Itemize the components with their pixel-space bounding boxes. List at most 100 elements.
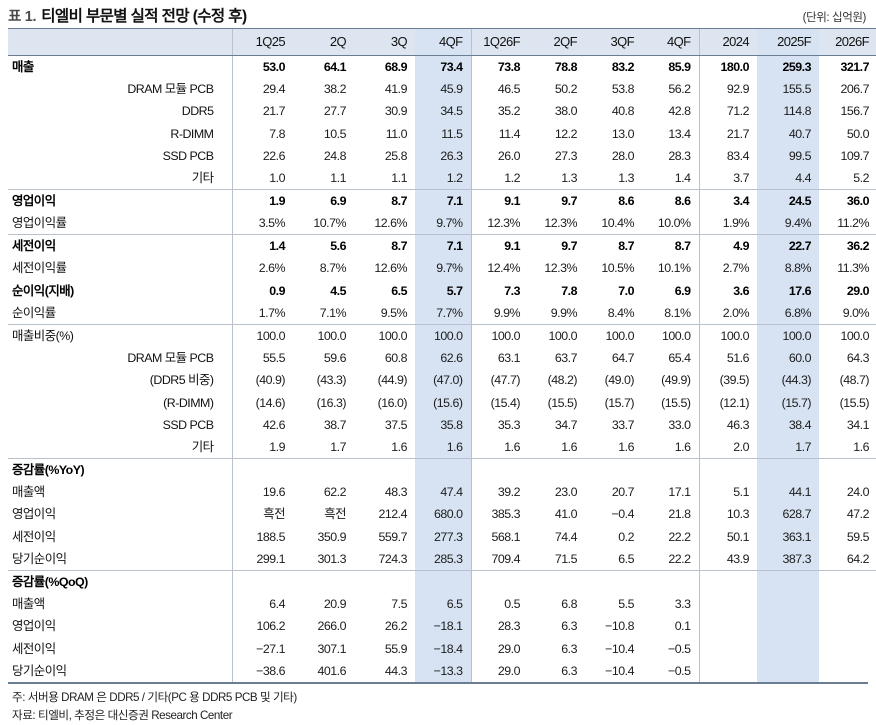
table-cell xyxy=(819,570,876,593)
table-cell: 628.7 xyxy=(757,503,819,526)
financial-table: 1Q25 2Q 3Q 4QF 1Q26F 2QF 3QF 4QF 2024 2025F 2026F … xyxy=(8,28,876,683)
table-cell: 6.9 xyxy=(674,283,691,298)
table-cell: 5.2 xyxy=(819,167,876,191)
table-cell: 2.0 xyxy=(698,435,757,459)
table-cell xyxy=(698,637,757,660)
table-cell: (14.6) xyxy=(231,391,293,414)
table-cell: 6.5 xyxy=(585,547,642,571)
table-cell: 9.0% xyxy=(819,301,876,325)
table-cell: 321.7 xyxy=(840,60,869,74)
table-cell: 1.6 xyxy=(470,435,528,459)
table-cell: 350.9 xyxy=(317,529,346,544)
row-label: DRAM 모듈 PCB xyxy=(127,82,214,97)
table-cell: 10.4% xyxy=(585,212,642,236)
table-cell: 100.0 xyxy=(661,328,691,343)
table-cell: 206.7 xyxy=(840,82,869,97)
table-cell: −0.5 xyxy=(668,663,691,678)
table-cell: 8.7 xyxy=(391,239,407,254)
table-cell: 6.5 xyxy=(391,283,407,298)
table-cell: 11.5 xyxy=(415,122,471,145)
table-cell: 33.0 xyxy=(668,417,691,432)
table-cell: (49.9) xyxy=(661,373,691,388)
row-label: R-DIMM xyxy=(170,126,214,141)
table-cell: 9.1 xyxy=(470,189,528,213)
table-cell: 7.1% xyxy=(293,301,354,325)
table-cell: 59.6 xyxy=(323,350,347,365)
table-cell: 40.8 xyxy=(611,104,635,119)
table-cell: 64.7 xyxy=(611,350,635,365)
table-cell: 38.0 xyxy=(554,104,578,119)
table-cell xyxy=(819,637,876,659)
table-cell: 1.6 xyxy=(354,435,415,459)
table-cell: 8.7 xyxy=(618,239,634,254)
row-label: 세전이익 xyxy=(12,529,56,544)
table-cell: 155.5 xyxy=(757,78,819,101)
table-row: 매출액 6.4 20.9 7.5 6.5 0.5 6.8 5.5 3.3 xyxy=(8,592,876,616)
table-cell xyxy=(819,593,876,615)
table-cell: 34.7 xyxy=(554,417,578,432)
table-cell: 53.8 xyxy=(611,82,635,97)
table-row: 순이익(지배) 0.9 4.5 6.5 5.7 7.3 7.8 7.0 6.9 3.6 17.6 29… xyxy=(8,279,876,302)
table-cell: 4.9 xyxy=(698,234,757,258)
table-cell: 33.7 xyxy=(611,417,635,432)
table-row: 세전이익 −27.1 307.1 55.9 −18.4 29.0 6.3 −10.4 −0.5 xyxy=(8,637,876,660)
table-cell: 7.5 xyxy=(391,597,407,611)
table-cell: 680.0 xyxy=(415,503,471,526)
table-cell: 6.8 xyxy=(561,597,577,611)
table-cell: 3.4 xyxy=(698,189,757,213)
row-label: 영업이익 xyxy=(12,507,56,522)
table-cell: 11.2% xyxy=(819,212,876,236)
table-cell xyxy=(354,458,415,481)
table-cell: 8.7% xyxy=(319,261,347,276)
table-cell: (15.5) xyxy=(547,395,578,410)
row-label: 세전이익률 xyxy=(12,261,67,276)
row-label: 당기순이익 xyxy=(8,547,232,571)
table-cell xyxy=(231,458,293,481)
table-cell: 10.3 xyxy=(698,503,757,526)
table-row: 영업이익 흑전 흑전 212.4 680.0 385.3 41.0 −0.4 21.8 10.3 6… xyxy=(8,503,876,526)
header-cell-1Q26F: 1Q26F xyxy=(470,28,528,56)
table-cell: 9.9% xyxy=(470,301,528,325)
table-cell: 6.3 xyxy=(561,641,577,656)
table-cell: 7.7% xyxy=(415,301,471,325)
table-cell: 38.7 xyxy=(323,417,347,432)
source-line: 자료: 티엘비, 추정은 대신증권 Research Center xyxy=(12,708,233,722)
table-row: 세전이익 188.5 350.9 559.7 277.3 568.1 74.4 0.2 22.2… xyxy=(8,525,876,548)
table-cell xyxy=(698,570,757,593)
table-cell: 28.3 xyxy=(470,615,528,638)
table-cell: 568.1 xyxy=(470,525,528,548)
table-row: 영업이익률 3.5% 10.7% 12.6% 9.7% 12.3% 12.3% 10.4% 10… xyxy=(8,212,876,236)
table-cell: 1.6 xyxy=(415,435,471,459)
table-cell: 45.9 xyxy=(415,78,471,101)
table-cell: (39.5) xyxy=(698,369,757,392)
row-label: 매출비중(%) xyxy=(12,328,74,343)
table-cell: 21.7 xyxy=(231,100,293,123)
table-cell: 1.3 xyxy=(585,167,642,191)
table-cell: 44.1 xyxy=(757,480,819,504)
header-cell-1Q25: 1Q25 xyxy=(231,28,293,56)
table-cell: 83.4 xyxy=(698,144,757,168)
table-cell: 180.0 xyxy=(698,55,757,78)
header-cell-3Q: 3Q xyxy=(354,28,415,56)
table-cell: 10.5% xyxy=(601,261,634,276)
table-cell: 50.2 xyxy=(554,82,578,97)
table-cell: 24.0 xyxy=(846,485,870,500)
table-cell: 50.1 xyxy=(698,525,757,548)
table-cell: 17.6 xyxy=(757,279,819,302)
table-cell: 5.6 xyxy=(330,239,346,254)
table-cell: 13.0 xyxy=(611,126,635,141)
table-cell: 26.2 xyxy=(384,619,408,634)
table-cell: 5.7 xyxy=(415,279,471,302)
table-cell: 363.1 xyxy=(757,525,819,548)
table-cell: (15.4) xyxy=(470,391,528,414)
table-cell: 28.0 xyxy=(611,149,635,164)
table-cell: 2.6% xyxy=(231,257,293,280)
table-cell: 35.8 xyxy=(415,413,471,436)
table-cell: 6.8% xyxy=(757,301,819,325)
row-label: DRAM 모듈 PCB xyxy=(127,350,214,365)
table-cell xyxy=(698,458,757,481)
table-cell: 74.4 xyxy=(554,529,578,544)
table-cell xyxy=(757,615,819,638)
header-cell-2QF: 2QF xyxy=(528,28,585,56)
table-cell: 9.4% xyxy=(757,212,819,236)
